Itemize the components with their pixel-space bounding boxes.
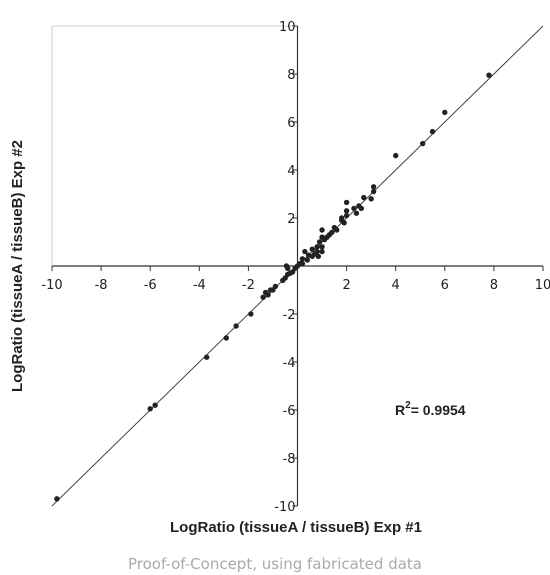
data-point [329,229,335,236]
data-point [265,292,271,298]
y-tick-label: -2 [283,308,296,323]
data-point [203,354,210,360]
data-point [343,199,350,206]
x-tick-label: -10 [41,278,62,293]
data-point [260,294,266,300]
data-point [319,244,325,250]
x-tick-label: -2 [242,278,255,293]
y-axis-title: LogRatio (tissueA / tissueB) Exp #2 [9,140,26,392]
r-squared-annotation: R2= 0.9954 [395,400,466,418]
data-point [319,227,325,233]
data-point [370,184,377,190]
y-tick-label: 8 [287,68,295,83]
data-point [299,256,306,262]
data-point [334,227,340,233]
data-point [304,257,311,263]
y-tick-label: 2 [287,212,295,227]
data-point [486,72,492,78]
data-point [152,402,158,408]
data-point [302,248,308,255]
data-point [429,128,436,135]
data-point [343,212,350,219]
data-point [393,152,399,159]
x-tick-label: 2 [342,278,350,293]
data-point [353,210,360,216]
data-point [223,335,230,341]
data-point [341,220,347,226]
data-point [370,188,377,195]
data-point [351,205,357,212]
data-point [442,109,448,116]
x-tick-label: -8 [95,278,108,293]
x-tick-label: 4 [392,278,400,293]
data-point [54,496,60,502]
data-point [233,323,239,329]
data-point [420,140,426,147]
data-point [314,244,320,250]
r-squared-value: = 0.9954 [411,402,466,418]
y-tick-label: 4 [287,164,295,179]
x-tick-label: 6 [441,278,449,293]
r-squared-prefix: R [395,402,405,418]
data-point [314,248,320,255]
x-tick-label: -6 [144,278,157,293]
data-point [147,406,153,412]
data-point [361,194,367,201]
r-squared-superscript: 2 [405,400,411,411]
data-point [309,246,315,252]
y-tick-label: -8 [283,452,296,467]
x-axis-title: LogRatio (tissueA / tissueB) Exp #1 [170,519,422,536]
data-point [319,248,325,255]
y-tick-label: 10 [279,20,296,35]
y-tick-label: -6 [283,404,296,419]
data-point [316,239,323,245]
data-point [368,196,374,202]
y-tick-label: 6 [287,116,295,131]
chart-caption: Proof-of-Concept, using fabricated data [128,555,422,573]
y-tick-label: -10 [274,500,295,515]
x-tick-label: 8 [490,278,498,293]
data-point [272,283,279,290]
data-point [283,263,290,269]
data-point [315,253,322,260]
y-tick-label: -4 [283,356,296,371]
data-point [319,234,325,240]
data-point [299,260,306,267]
data-point [358,205,365,212]
data-point [282,275,288,281]
data-point [248,311,254,317]
x-tick-label: -4 [193,278,206,293]
x-tick-label: 10 [535,278,550,293]
data-point [343,208,350,214]
